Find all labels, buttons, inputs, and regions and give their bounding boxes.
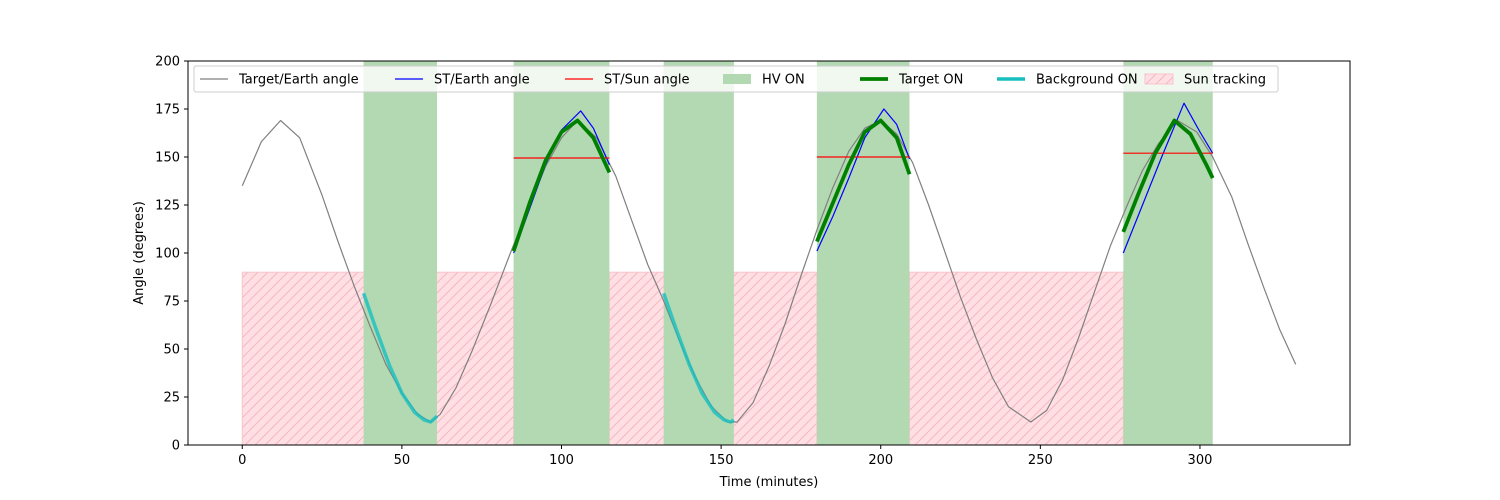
plot-area: [241, 61, 1297, 445]
target-on-segment-2: [1121, 118, 1215, 233]
sun-tracking-hatch-2: [908, 271, 1124, 445]
x-tick-label: 300: [1188, 453, 1213, 468]
hv-on-span-3: [816, 61, 910, 445]
legend-label: Sun tracking: [1184, 73, 1266, 88]
x-tick-label: 100: [549, 453, 574, 468]
y-tick-label: 100: [155, 247, 180, 262]
y-tick-label: 175: [155, 103, 180, 118]
target-on-segment-1: [815, 118, 912, 243]
y-tick-label: 125: [155, 199, 180, 214]
legend-entries: Target/Earth angle ST/Earth angle ST/Sun a…: [200, 73, 1266, 88]
legend-swatch-sun-tracking-hatch: [1145, 74, 1173, 84]
hv-on-span-0: [363, 61, 437, 445]
legend-swatch-hv-on: [723, 74, 751, 84]
legend-label: ST/Earth angle: [434, 73, 530, 88]
x-tick-label: 250: [1028, 453, 1053, 468]
x-tick-label: 200: [868, 453, 893, 468]
y-axis-label: Angle (degrees): [132, 201, 147, 305]
x-tick-label: 0: [238, 453, 246, 468]
target-on-segment-0: [511, 118, 612, 252]
hv-on-span-1: [513, 61, 610, 445]
y-tick-label: 150: [155, 151, 180, 166]
background-on-segment-0: [361, 292, 439, 424]
x-tick-label: 150: [709, 453, 734, 468]
legend-label: HV ON: [762, 73, 805, 88]
hv-on-span-2: [663, 61, 734, 445]
legend-label: Background ON: [1036, 73, 1138, 88]
st-earth-angle-segment-1: [816, 108, 911, 252]
legend: Target/Earth angle ST/Earth angle ST/Sun a…: [193, 65, 1279, 93]
y-axis-ticks: 0 25 50 75 100 125 150 175 200: [155, 55, 188, 454]
x-axis-ticks: 0 50 100 150 200 250 300: [238, 445, 1212, 468]
lines-layer: [241, 102, 1297, 424]
y-tick-label: 75: [163, 295, 180, 310]
background-on-segment-1: [662, 292, 735, 424]
y-tick-label: 25: [163, 391, 180, 406]
x-tick-label: 50: [394, 453, 411, 468]
hv-on-span-4: [1123, 61, 1213, 445]
y-tick-label: 50: [163, 343, 180, 358]
y-tick-label: 0: [172, 439, 180, 454]
legend-label: Target ON: [898, 73, 963, 88]
legend-label: Target/Earth angle: [238, 73, 359, 88]
hv-on-layer: [363, 61, 1213, 445]
st-earth-angle-segment-2: [1122, 102, 1214, 254]
legend-label: ST/Sun angle: [604, 73, 690, 88]
x-axis-label: Time (minutes): [719, 475, 819, 490]
y-tick-label: 200: [155, 55, 180, 70]
